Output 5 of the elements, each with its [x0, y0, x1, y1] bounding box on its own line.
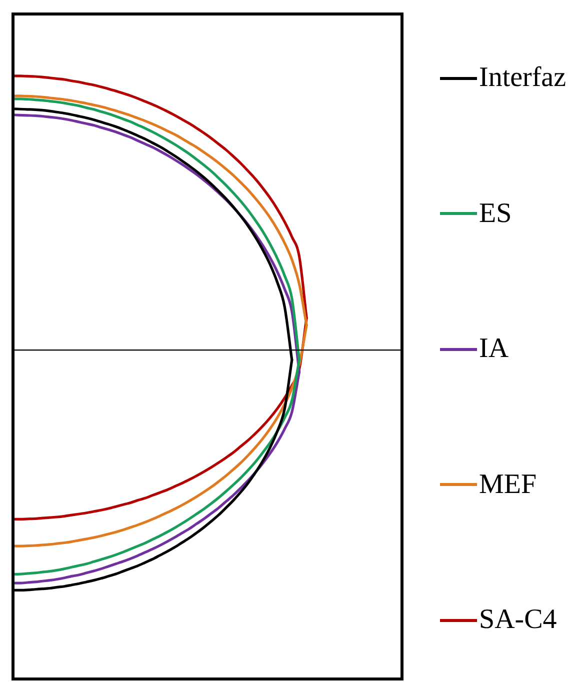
legend-label: MEF [479, 468, 537, 500]
legend-label: SA-C4 [479, 604, 557, 636]
legend-label: IA [479, 333, 509, 365]
legend-label: Interfaz [479, 62, 566, 94]
legend-label: ES [479, 198, 512, 230]
